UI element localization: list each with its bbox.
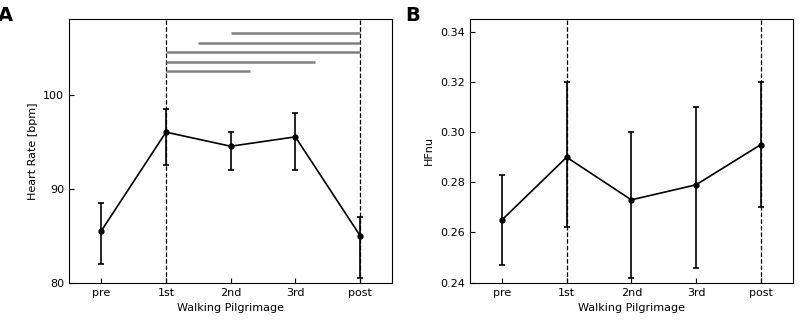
Y-axis label: HFnu: HFnu <box>424 136 434 165</box>
Text: B: B <box>405 6 420 25</box>
Y-axis label: Heart Rate [bpm]: Heart Rate [bpm] <box>27 102 38 200</box>
X-axis label: Walking Pilgrimage: Walking Pilgrimage <box>177 303 284 313</box>
Text: A: A <box>0 6 13 25</box>
X-axis label: Walking Pilgrimage: Walking Pilgrimage <box>578 303 685 313</box>
